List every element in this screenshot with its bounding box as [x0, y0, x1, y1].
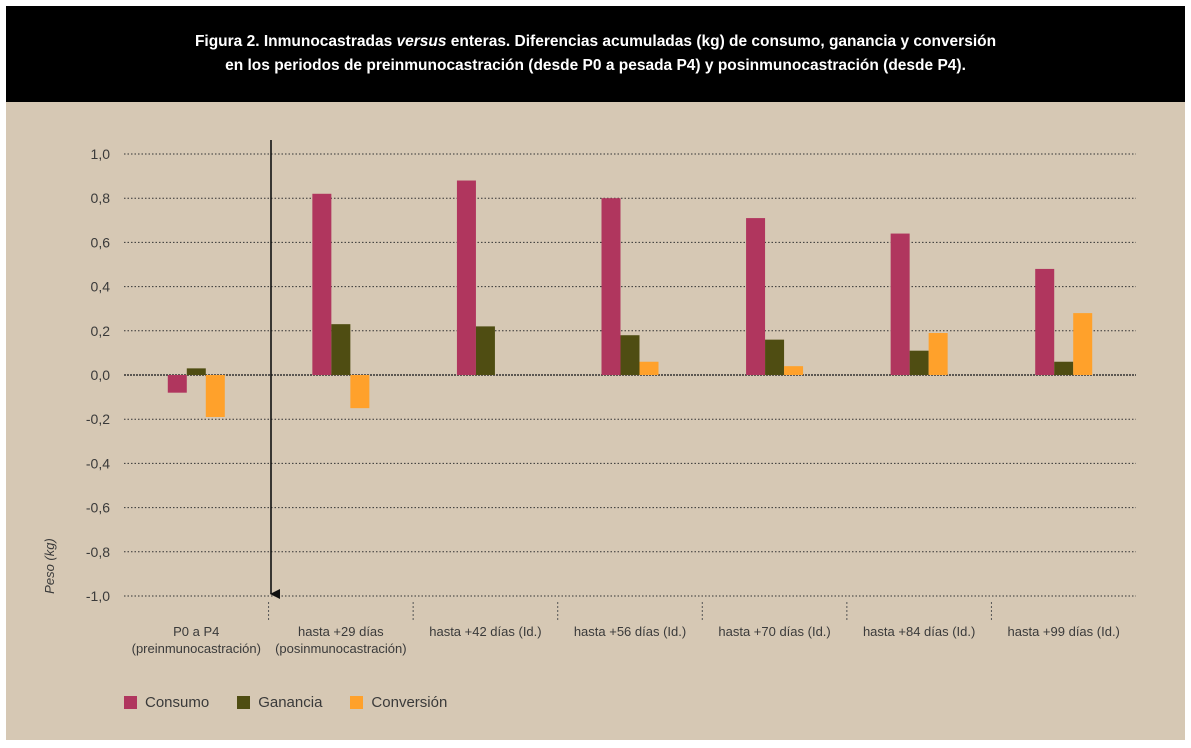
- bar-ganancia: [475, 326, 495, 375]
- y-tick-label: -1,0: [86, 588, 110, 604]
- y-tick-label: -0,4: [86, 455, 110, 471]
- y-tick-label: -0,2: [86, 411, 110, 427]
- grid-lines: [124, 153, 1136, 597]
- figure-title: Figura 2. Inmunocastradas versus enteras…: [6, 6, 1185, 102]
- legend-item-consumo: Consumo: [124, 694, 209, 711]
- bar-ganancia: [765, 339, 785, 375]
- bar-consumo: [1035, 268, 1055, 375]
- bar-consumo: [890, 233, 910, 375]
- bar-chart: 1,0 0,8 0,6 0,4 0,2 0,0 -0,2 -0,4 -0,6 -0,8 -1,0 P…: [42, 140, 1136, 656]
- y-tick-label: 0,4: [91, 279, 111, 295]
- bar-ganancia: [620, 335, 640, 375]
- legend-swatch-ganancia: [237, 696, 251, 709]
- title-line-1: Figura 2. Inmunocastradas versus enteras…: [6, 30, 1185, 54]
- x-tick-label: hasta +70 días (Id.): [718, 624, 830, 639]
- bar-consumo: [456, 180, 476, 375]
- legend-label-consumo: Consumo: [145, 694, 210, 711]
- bar-conversion: [205, 375, 225, 417]
- bar-conversion: [784, 366, 804, 375]
- legend-swatch-conversion: [350, 696, 364, 709]
- figure-frame: Figura 2. Inmunocastradas versus enteras…: [6, 6, 1185, 740]
- y-tick-label: 0,8: [91, 190, 111, 206]
- bar-conversion: [350, 375, 370, 409]
- legend-swatch-consumo: [124, 696, 137, 709]
- x-tick-label: hasta +29 días: [298, 624, 384, 639]
- bar-conversion: [639, 361, 659, 375]
- bar-consumo: [167, 375, 187, 393]
- bars: [167, 180, 1093, 417]
- x-tick-label: (posinmunocastración): [275, 641, 407, 656]
- y-axis-label: Peso (kg): [42, 538, 57, 594]
- legend-item-conversion: Conversión: [350, 694, 447, 711]
- x-tick-label: hasta +99 días (Id.): [1008, 624, 1120, 639]
- title-line-1-italic: versus: [396, 33, 447, 50]
- bar-ganancia: [909, 350, 929, 375]
- legend: Consumo Ganancia Conversión: [124, 694, 475, 711]
- y-tick-label: 0,0: [91, 367, 111, 383]
- y-tick-label: 0,6: [91, 234, 111, 250]
- bar-ganancia: [186, 368, 206, 375]
- x-axis: P0 a P4 (preinmunocastración) hasta +29 dí…: [132, 602, 1120, 656]
- x-tick-label: hasta +56 días (Id.): [574, 624, 686, 639]
- legend-item-ganancia: Ganancia: [237, 694, 322, 711]
- title-line-1-prefix: Figura 2. Inmunocastradas: [194, 33, 397, 50]
- title-line-2: en los periodos de preinmunocastración (…: [225, 57, 966, 74]
- bar-consumo: [601, 198, 621, 375]
- title-line-1-suffix: enteras. Diferencias acumuladas (kg) de …: [446, 33, 997, 50]
- y-tick-label: -0,8: [86, 544, 110, 560]
- bar-ganancia: [331, 324, 351, 375]
- y-tick-label: -0,6: [86, 500, 110, 516]
- y-tick-label: 0,2: [91, 323, 111, 339]
- bar-conversion: [1073, 313, 1093, 375]
- legend-label-ganancia: Ganancia: [258, 694, 323, 711]
- x-tick-label: hasta +84 días (Id.): [863, 624, 975, 639]
- bar-conversion: [928, 333, 948, 375]
- x-tick-label: hasta +42 días (Id.): [429, 624, 541, 639]
- legend-label-conversion: Conversión: [371, 694, 448, 711]
- x-tick-label: P0 a P4: [173, 624, 219, 639]
- y-tick-label: 1,0: [91, 146, 111, 162]
- x-tick-label: (preinmunocastración): [132, 641, 261, 656]
- y-axis-ticks: 1,0 0,8 0,6 0,4 0,2 0,0 -0,2 -0,4 -0,6 -0,8 -1,0: [86, 146, 110, 604]
- bar-consumo: [746, 218, 766, 375]
- bar-consumo: [312, 193, 332, 375]
- bar-ganancia: [1054, 361, 1074, 375]
